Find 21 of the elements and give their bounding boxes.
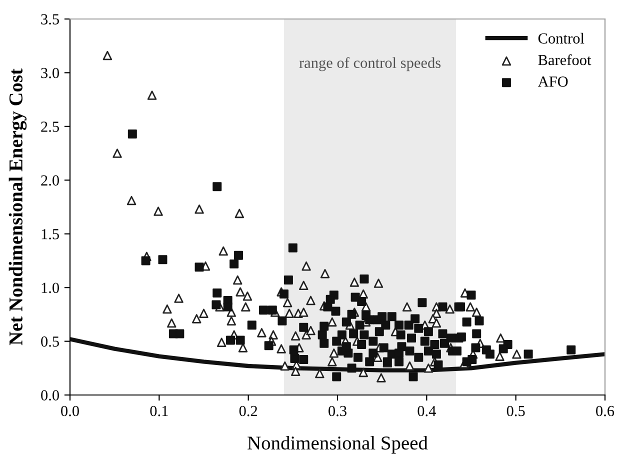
y-tick-label: 3.5 bbox=[41, 14, 59, 25]
x-tick-label: 0.0 bbox=[61, 406, 79, 416]
x-axis-title: Nondimensional Speed bbox=[248, 436, 428, 454]
legend-label: Barefoot bbox=[538, 54, 592, 66]
y-tick-label: 1.0 bbox=[42, 282, 59, 294]
y-tick-label: 3.0 bbox=[41, 68, 59, 78]
x-tick-label: 0.2 bbox=[239, 406, 258, 416]
x-tick-label: 0.6 bbox=[596, 406, 614, 416]
band-label: range of control speeds bbox=[299, 57, 441, 72]
y-tick-label: 2.5 bbox=[41, 122, 59, 132]
x-tick-label: 0.3 bbox=[328, 406, 346, 416]
x-tick-label: 0.5 bbox=[506, 406, 525, 416]
x-tick-label: 0.4 bbox=[418, 406, 436, 416]
y-tick-label: 0.0 bbox=[41, 390, 59, 401]
x-tick-label: 0.1 bbox=[150, 406, 168, 416]
y-tick-label: 0.5 bbox=[41, 336, 59, 347]
legend-label: AFO bbox=[538, 76, 568, 87]
y-tick-label: 2.0 bbox=[41, 175, 59, 186]
y-tick-label: 1.5 bbox=[42, 229, 59, 240]
legend-label: Control bbox=[538, 32, 584, 44]
y-axis-title: Net Nondimensional Energy Cost bbox=[8, 68, 27, 346]
